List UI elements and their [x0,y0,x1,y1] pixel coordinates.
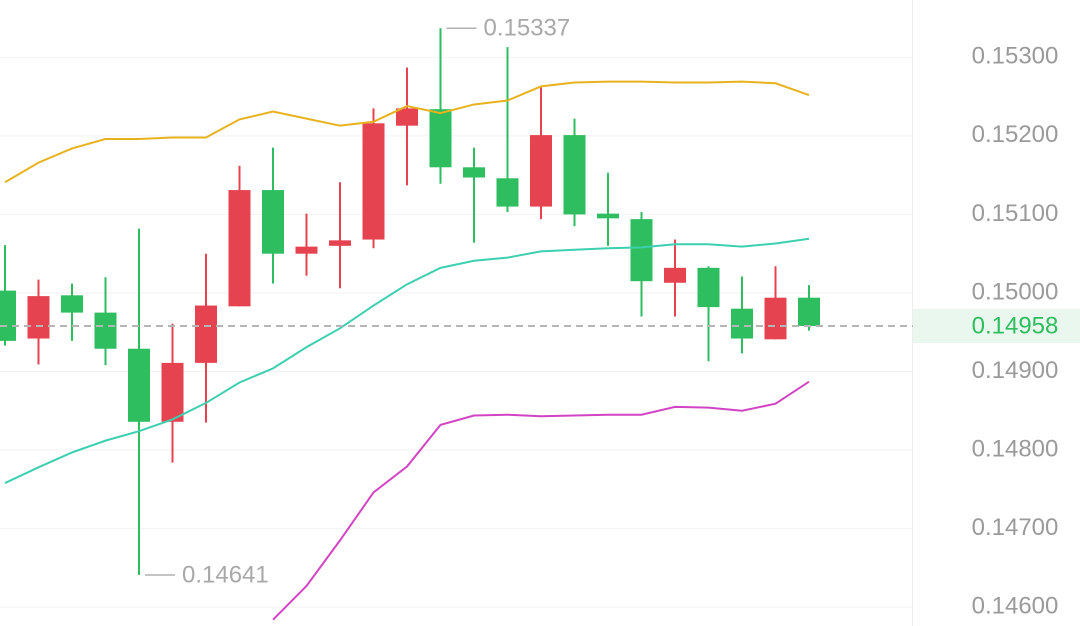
extreme-label: 0.14641 [182,561,269,588]
candle-body [597,213,619,219]
candle-body [128,348,150,422]
candle-body [0,290,16,341]
candle-body [798,297,820,326]
candle-body [228,190,251,307]
candle-body [630,219,653,282]
indicator-line [4,237,810,484]
y-tick-label: 0.14700 [972,514,1059,541]
candle-body [329,240,351,246]
candle-body [664,267,686,283]
candle-body [731,308,753,339]
candle-body [563,135,586,215]
candle-body [295,246,318,254]
candle-body [161,362,184,422]
y-tick-label: 0.14600 [972,592,1059,619]
last-price-badge [913,308,1080,343]
candle-body [496,178,519,207]
y-tick-label: 0.15300 [972,43,1059,70]
y-tick-label: 0.15100 [972,200,1059,227]
candle-body [530,135,552,207]
y-tick-label: 0.15000 [972,278,1059,305]
candle-body [697,267,720,308]
candle-body [463,167,485,178]
candle-body [429,109,452,168]
candle-body [362,123,385,240]
indicator-line [272,380,810,621]
y-tick-label: 0.15200 [972,121,1059,148]
candle-body [396,108,418,126]
plot-area [0,27,912,621]
candle-body [764,297,787,340]
candle-body [195,305,217,363]
candle-body [27,296,50,339]
y-tick-label: 0.14900 [972,357,1059,384]
candle-body [94,312,117,349]
extreme-label: 0.15337 [484,15,571,42]
y-tick-label: 0.14800 [972,435,1059,462]
price-axis: 0.15300 0.15200 0.15100 0.15000 0.14900 0.148… [912,43,1080,619]
last-price-label: 0.14958 [972,312,1059,339]
grid [0,56,912,608]
indicator-line [4,80,810,184]
candle-body [262,190,284,254]
candle-body [61,295,83,313]
